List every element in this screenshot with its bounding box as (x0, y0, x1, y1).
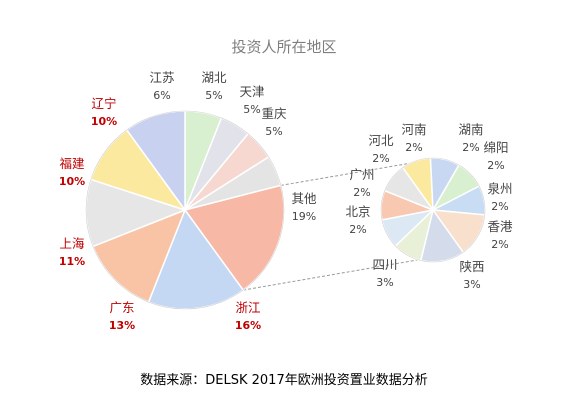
secondary-label-name-4: 陕西 (459, 259, 484, 274)
primary-label-name-4: 其他 (291, 191, 317, 206)
secondary-label-pct-8: 2% (372, 152, 389, 165)
secondary-label-pct-2: 2% (491, 200, 508, 213)
secondary-label-name-0: 湖南 (458, 122, 483, 137)
connector-bottom (243, 258, 424, 291)
slice-labels: 江苏6%湖北5% 天津5% 重庆5%其他19%浙江16%广东13%上海11%福建10… (59, 70, 513, 332)
chart-title: 投资人所在地区 (231, 38, 336, 56)
primary-label-name-3: 重庆 (261, 106, 287, 121)
secondary-label-name-7: 广州 (349, 167, 374, 182)
secondary-label-name-3: 香港 (487, 219, 513, 234)
secondary-label-pct-9: 2% (405, 141, 422, 154)
secondary-label-pct-1: 2% (487, 159, 504, 172)
secondary-label-name-8: 河北 (368, 133, 394, 148)
primary-label-pct-5: 16% (235, 319, 261, 332)
primary-label-pct-2: 5% (243, 103, 260, 116)
primary-label-name-6: 广东 (109, 300, 134, 315)
primary-label-pct-0: 6% (153, 89, 170, 102)
secondary-label-pct-4: 3% (463, 278, 480, 291)
secondary-label-pct-3: 2% (491, 238, 508, 251)
primary-label-pct-7: 11% (59, 255, 85, 268)
primary-label-name-8: 福建 (59, 156, 85, 171)
primary-label-name-7: 上海 (59, 236, 85, 251)
secondary-label-pct-7: 2% (353, 186, 370, 199)
primary-label-name-0: 江苏 (149, 70, 174, 85)
primary-pie (85, 110, 285, 310)
secondary-label-name-9: 河南 (401, 122, 426, 137)
connector-top (280, 160, 424, 186)
primary-label-pct-1: 5% (205, 89, 222, 102)
secondary-label-pct-6: 2% (349, 223, 366, 236)
primary-label-pct-6: 13% (109, 319, 135, 332)
secondary-label-name-6: 北京 (345, 204, 370, 219)
primary-label-name-9: 辽宁 (91, 96, 116, 111)
primary-label-name-1: 湖北 (201, 70, 227, 85)
secondary-pie (380, 157, 486, 263)
secondary-label-name-1: 绵阳 (483, 140, 508, 155)
source-note: 数据来源：DELSK 2017年欧洲投资置业数据分析 (140, 372, 427, 388)
secondary-label-pct-5: 3% (376, 276, 393, 289)
connector-lines (243, 160, 424, 291)
primary-rim (85, 110, 285, 310)
secondary-label-name-5: 四川 (372, 257, 397, 272)
secondary-label-name-2: 泉州 (487, 181, 512, 196)
primary-label-pct-9: 10% (91, 115, 117, 128)
primary-label-pct-3: 5% (265, 125, 282, 138)
secondary-label-pct-0: 2% (462, 141, 479, 154)
primary-label-pct-4: 19% (292, 210, 316, 223)
primary-label-name-2: 天津 (239, 84, 264, 99)
primary-label-name-5: 浙江 (235, 300, 260, 315)
primary-label-pct-8: 10% (59, 175, 85, 188)
secondary-rim (380, 157, 486, 263)
